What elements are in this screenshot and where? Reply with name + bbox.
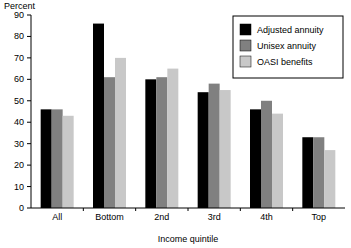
y-tick-label: 10 [14, 182, 24, 192]
x-tick [240, 208, 241, 211]
bar [209, 84, 220, 208]
y-tick-label: 0 [19, 203, 24, 213]
bar [93, 24, 104, 208]
y-tick-label: 60 [14, 74, 24, 84]
bar [313, 137, 324, 208]
bar [250, 109, 261, 208]
legend-label: Unisex annuity [257, 41, 317, 51]
y-tick [27, 165, 31, 166]
y-tick [27, 57, 31, 58]
x-tick-label: 2nd [154, 212, 169, 222]
x-tick [83, 208, 84, 211]
y-tick [27, 36, 31, 37]
legend-box [233, 16, 343, 78]
y-tick [27, 100, 31, 101]
legend-swatch [240, 24, 251, 35]
y-tick-label: 80 [14, 31, 24, 41]
y-tick-label: 90 [14, 10, 24, 20]
y-tick [27, 208, 31, 209]
y-tick-label: 50 [14, 96, 24, 106]
legend-swatch [240, 56, 251, 67]
bar [167, 69, 178, 208]
x-tick-label: 3rd [208, 212, 221, 222]
y-tick-label: 30 [14, 139, 24, 149]
y-axis-label: Percent [4, 1, 36, 11]
y-axis [31, 15, 32, 208]
bar [104, 77, 115, 208]
y-tick [27, 122, 31, 123]
bar [41, 109, 52, 208]
bar [220, 90, 231, 208]
bar [156, 77, 167, 208]
x-tick-label: All [52, 212, 62, 222]
bar [324, 150, 335, 208]
y-tick [27, 186, 31, 187]
y-tick-label: 40 [14, 117, 24, 127]
x-tick [135, 208, 136, 211]
chart: 0 10 20 30 40 50 60 70 80 90 All Bottom 2nd 3rd 4th Top… [0, 0, 351, 248]
y-tick-label: 70 [14, 53, 24, 63]
x-tick [292, 208, 293, 211]
bar [115, 58, 126, 208]
x-tick-label: Bottom [95, 212, 124, 222]
x-tick [188, 208, 189, 211]
bar [261, 101, 272, 208]
bar [63, 116, 74, 208]
legend-label: Adjusted annuity [257, 25, 324, 35]
x-tick-label: Top [312, 212, 327, 222]
x-tick-label: 4th [260, 212, 273, 222]
y-tick [27, 143, 31, 144]
bar [198, 92, 209, 208]
bar [272, 114, 283, 208]
y-tick [27, 79, 31, 80]
legend-label: OASI benefits [257, 57, 313, 67]
legend: Adjusted annuity Unisex annuity OASI benef… [233, 16, 343, 78]
bar [52, 109, 63, 208]
y-tick-label: 20 [14, 160, 24, 170]
x-axis-label: Income quintile [158, 234, 219, 244]
legend-swatch [240, 40, 251, 51]
bar [302, 137, 313, 208]
bar [145, 79, 156, 208]
y-tick [27, 15, 31, 16]
